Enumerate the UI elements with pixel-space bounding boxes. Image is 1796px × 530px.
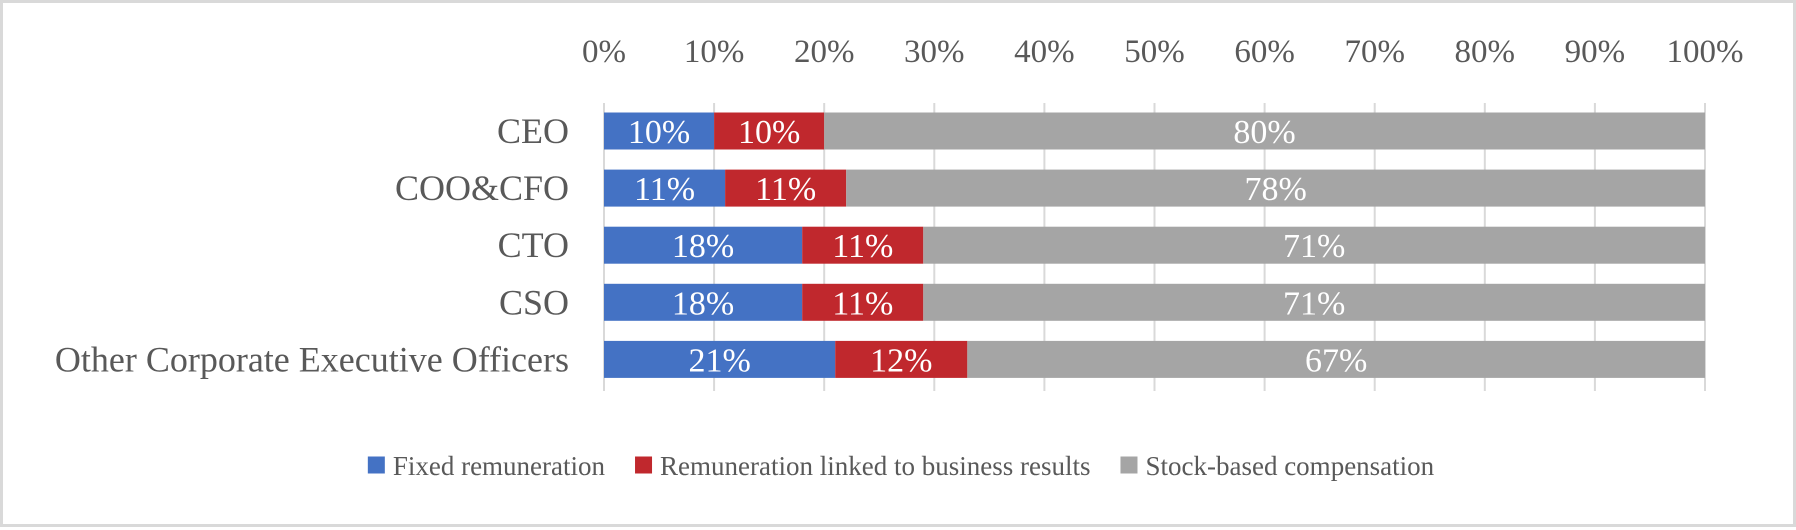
category-label: CSO xyxy=(499,282,569,322)
x-tick-label: 50% xyxy=(1124,34,1185,70)
data-label: 11% xyxy=(832,228,893,265)
category-labels: CEO COO&CFO CTO CSO Other Corporate Executiv… xyxy=(55,111,569,379)
legend-label: Remuneration linked to business results xyxy=(660,451,1090,481)
bar-remuneration-linked-to-business-results xyxy=(714,112,825,150)
stacked-bar-chart: 0% 10% 20% 30% 40% 50% 60% 70% 80% 90% 100% 10% 10%… xyxy=(55,34,1744,481)
x-tick-label: 100% xyxy=(1667,34,1744,70)
legend-swatch xyxy=(367,456,385,474)
data-label: 11% xyxy=(755,171,816,208)
bar-stock-based-compensation xyxy=(824,112,1705,150)
category-label: CEO xyxy=(497,111,569,151)
bar-fixed-remuneration xyxy=(604,169,726,207)
data-label: 10% xyxy=(628,114,690,151)
legend-swatch xyxy=(1120,456,1138,474)
bars: 10% 10% 80% 11% 11% 78% 18% 11% 71% 18% 11% 71% 21% 1… xyxy=(604,112,1705,379)
legend-item-remuneration-linked-to-business-results: Remuneration linked to business results xyxy=(635,451,1090,481)
category-label: CTO xyxy=(498,225,569,265)
data-label: 12% xyxy=(870,342,932,379)
x-tick-label: 70% xyxy=(1344,34,1405,70)
x-tick-label: 80% xyxy=(1455,34,1516,70)
bar-remuneration-linked-to-business-results xyxy=(835,340,968,378)
bar-fixed-remuneration xyxy=(604,226,803,264)
legend-label: Stock-based compensation xyxy=(1145,451,1434,481)
bar-fixed-remuneration xyxy=(604,283,803,321)
data-label: 21% xyxy=(688,342,750,379)
x-tick-label: 90% xyxy=(1565,34,1626,70)
data-label: 78% xyxy=(1244,171,1306,208)
data-label: 67% xyxy=(1305,342,1367,379)
bar-fixed-remuneration xyxy=(604,340,836,378)
data-label: 18% xyxy=(672,228,734,265)
x-tick-label: 10% xyxy=(684,34,745,70)
bar-remuneration-linked-to-business-results xyxy=(802,283,924,321)
legend-item-stock-based-compensation: Stock-based compensation xyxy=(1120,451,1435,481)
x-tick-label: 20% xyxy=(794,34,855,70)
data-label: 71% xyxy=(1283,285,1345,322)
legend: Fixed remuneration Remuneration linked to… xyxy=(367,451,1435,481)
bar-remuneration-linked-to-business-results xyxy=(802,226,924,264)
x-tick-label: 30% xyxy=(904,34,965,70)
x-tick-label: 60% xyxy=(1234,34,1295,70)
data-label: 18% xyxy=(672,285,734,322)
data-label: 71% xyxy=(1283,228,1345,265)
bar-stock-based-compensation xyxy=(967,340,1705,378)
legend-swatch xyxy=(635,456,653,474)
bar-stock-based-compensation xyxy=(846,169,1705,207)
bar-remuneration-linked-to-business-results xyxy=(725,169,847,207)
category-label: Other Corporate Executive Officers xyxy=(55,339,569,379)
data-label: 11% xyxy=(634,171,695,208)
x-axis-ticks: 0% 10% 20% 30% 40% 50% 60% 70% 80% 90% 100% xyxy=(582,34,1744,70)
bar-stock-based-compensation xyxy=(923,283,1705,321)
bar-fixed-remuneration xyxy=(604,112,715,150)
legend-item-fixed-remuneration: Fixed remuneration xyxy=(367,451,606,481)
bar-stock-based-compensation xyxy=(923,226,1705,264)
legend-label: Fixed remuneration xyxy=(393,451,606,481)
data-label: 80% xyxy=(1233,114,1295,151)
data-label: 11% xyxy=(832,285,893,322)
category-label: COO&CFO xyxy=(395,168,569,208)
data-label: 10% xyxy=(738,114,800,151)
x-tick-label: 0% xyxy=(582,34,626,70)
x-tick-label: 40% xyxy=(1014,34,1075,70)
